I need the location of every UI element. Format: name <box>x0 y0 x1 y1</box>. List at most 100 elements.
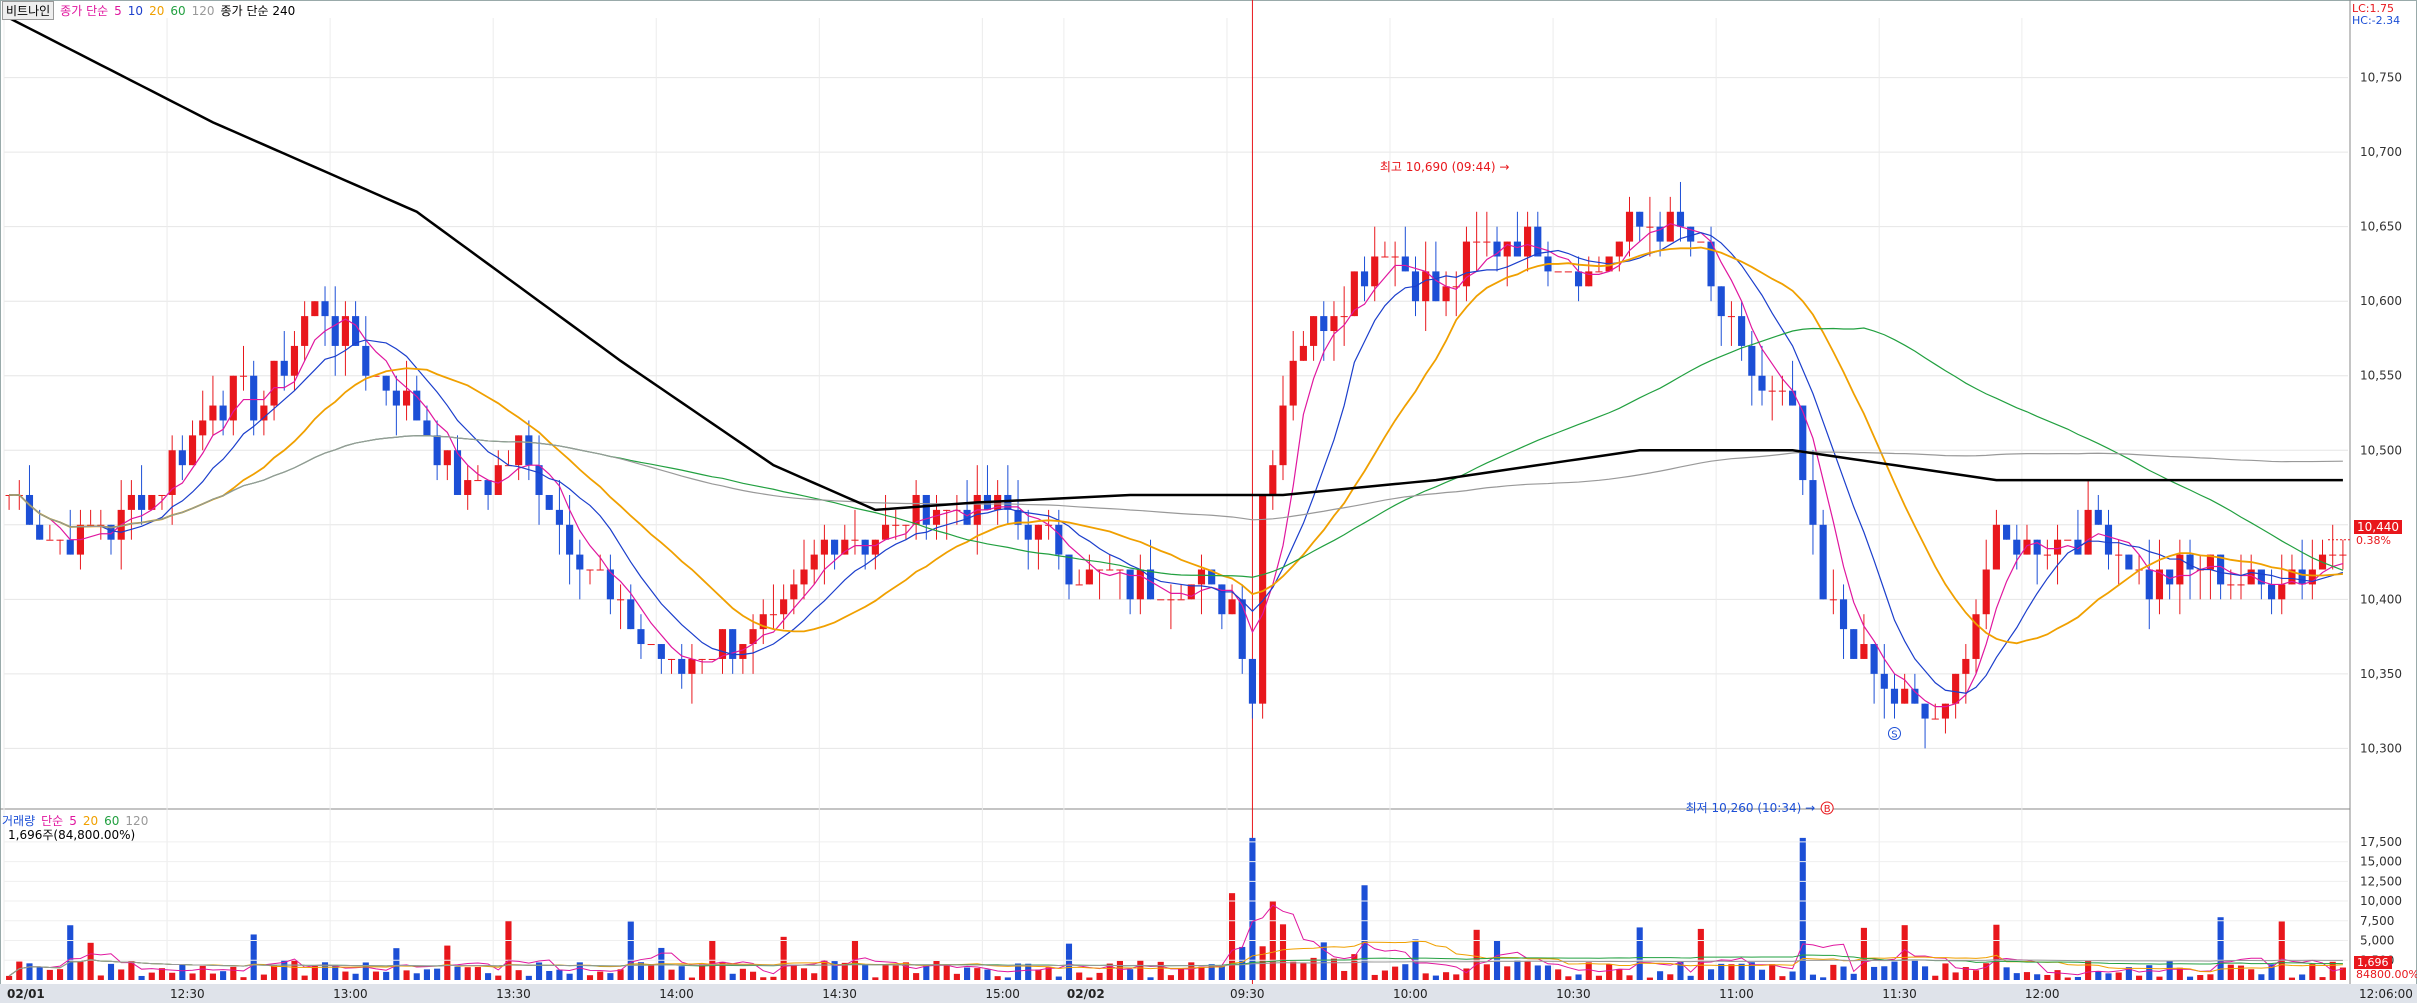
volume-bar <box>1697 928 1704 980</box>
volume-bar <box>495 975 502 980</box>
candle-body <box>1503 241 1511 257</box>
volume-bar <box>1748 962 1755 980</box>
volume-ma-period-60: 60 <box>104 814 120 828</box>
candle-body <box>1197 569 1206 585</box>
volume-bar <box>1575 974 1582 980</box>
volume-bar <box>1279 924 1287 980</box>
volume-bar <box>1106 963 1113 980</box>
volume-bar <box>617 969 624 980</box>
candle-body <box>2206 554 2214 570</box>
volume-bar <box>2339 967 2346 980</box>
volume-bar <box>158 968 166 980</box>
volume-bar <box>1035 969 1042 980</box>
volume-bar <box>148 972 155 980</box>
candle-body <box>301 316 309 346</box>
candle-body <box>1483 241 1491 243</box>
candle-body <box>1187 584 1195 600</box>
candle-body <box>1809 480 1817 525</box>
volume-bar <box>107 963 115 980</box>
volume-bar <box>1932 975 1939 980</box>
volume-bar <box>1320 942 1327 980</box>
volume-bar <box>1412 939 1419 980</box>
volume-bar <box>1789 971 1796 980</box>
candle-body <box>1799 405 1807 481</box>
candle-body <box>1636 211 1644 227</box>
time-tick-label: 12:00 <box>2025 987 2060 1001</box>
candle-body <box>107 524 115 540</box>
volume-bar <box>2197 975 2204 980</box>
ma240-line <box>8 16 2343 512</box>
volume-bar <box>118 969 125 980</box>
candle-body <box>1901 688 1909 704</box>
volume-bar <box>434 968 441 980</box>
candle-body <box>372 375 380 377</box>
candle-body <box>209 405 217 421</box>
volume-tick-label: 5,000 <box>2360 934 2394 948</box>
volume-bar <box>1769 964 1776 980</box>
volume-bar <box>1809 974 1817 980</box>
volume-bar <box>1402 964 1409 980</box>
stock-name[interactable]: 비트나인 <box>2 1 55 20</box>
volume-bar <box>1096 972 1103 980</box>
volume-bar <box>1198 966 1205 980</box>
candle-body <box>2186 554 2194 570</box>
volume-bar <box>362 962 369 980</box>
candle-body <box>2166 569 2174 585</box>
candle-body <box>769 614 778 616</box>
candle-body <box>2298 569 2306 585</box>
candle-body <box>138 494 146 510</box>
volume-bar <box>994 976 1001 980</box>
volume-bar <box>1962 967 1969 980</box>
candle-body <box>708 658 716 660</box>
candle-body <box>535 465 543 495</box>
volume-bar <box>1055 976 1062 980</box>
candle-body <box>1524 226 1532 257</box>
volume-bar <box>2248 969 2255 980</box>
candle-body <box>219 405 227 421</box>
candle-body <box>1279 405 1287 466</box>
time-tick-label: 11:30 <box>1882 987 1917 1001</box>
candle-body <box>1055 524 1063 555</box>
volume-bar <box>2044 974 2051 980</box>
volume-bar <box>566 973 573 980</box>
candle-body <box>87 524 95 526</box>
volume-bar <box>2003 967 2010 980</box>
volume-bar <box>2186 976 2194 980</box>
candle-body <box>1574 271 1583 287</box>
volume-bar <box>87 942 94 980</box>
volume-bar <box>1585 962 1592 980</box>
volume-bar <box>535 962 543 980</box>
candle-body <box>698 658 706 660</box>
candle-body <box>56 539 64 541</box>
candle-body <box>311 301 319 317</box>
volume-bar <box>648 964 655 980</box>
volume-bar <box>688 977 695 980</box>
candle-body <box>2125 554 2133 570</box>
candle-body <box>1299 345 1307 361</box>
volume-bar <box>250 934 257 980</box>
candle-body <box>2257 569 2265 585</box>
candle-body <box>1014 509 1022 525</box>
volume-bar <box>2054 970 2061 980</box>
volume-bar <box>699 964 706 980</box>
volume-bar <box>383 971 390 980</box>
candle-body <box>2329 554 2337 556</box>
current-volume-tag: 1,696 <box>2354 956 2392 969</box>
candle-body <box>627 599 635 630</box>
volume-bar <box>719 961 726 980</box>
current-price-tag: 10,440 <box>2354 520 2402 534</box>
candle-body <box>892 524 900 526</box>
volume-bar <box>800 968 808 980</box>
volume-bar <box>1850 973 1857 980</box>
candle-body <box>943 509 951 511</box>
volume-bar <box>1432 975 1439 980</box>
volume-bar <box>933 960 940 980</box>
volume-bar <box>423 969 430 980</box>
time-tick-label: 09:30 <box>1230 987 1265 1001</box>
volume-bar <box>1544 965 1552 980</box>
volume-bar <box>2156 976 2163 980</box>
candle-body <box>1564 271 1572 273</box>
candle-body <box>1748 345 1756 376</box>
volume-bar <box>1514 960 1521 980</box>
candle-body <box>1136 569 1144 600</box>
